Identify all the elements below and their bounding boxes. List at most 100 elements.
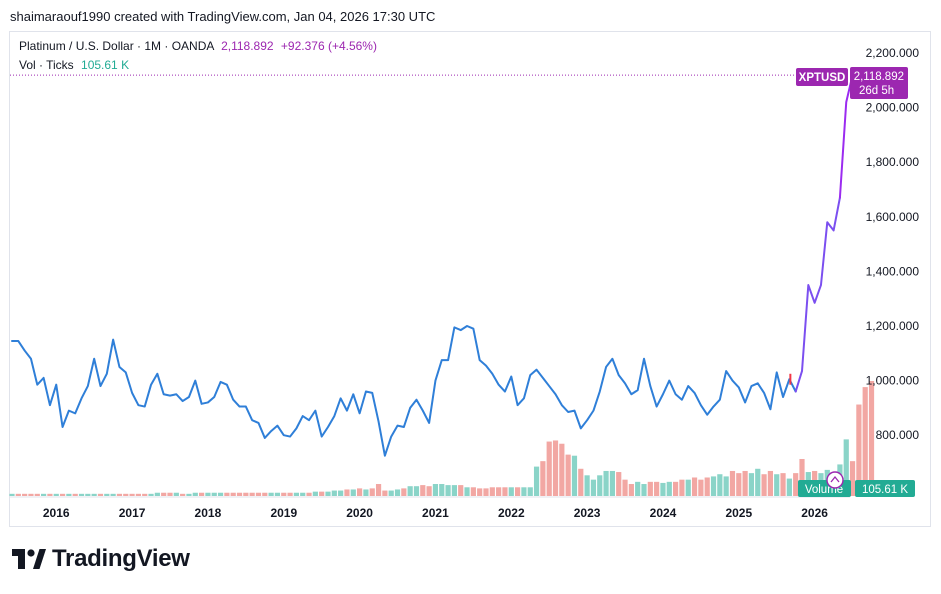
volume-bar [142, 493, 148, 496]
volume-bar [15, 493, 21, 496]
volume-bar [9, 493, 15, 496]
y-tick-label: 800.000 [876, 428, 920, 442]
volume-bar [123, 493, 129, 496]
volume-bar [180, 493, 186, 496]
volume-bar [849, 461, 856, 496]
y-tick-label: 1,800.000 [866, 155, 920, 169]
x-tick-label: 2018 [195, 506, 222, 520]
volume-bar [679, 479, 685, 496]
volume-bar [369, 488, 375, 496]
y-tick-label: 2,000.000 [866, 101, 920, 115]
volume-bar [287, 492, 293, 496]
volume-bar [357, 488, 363, 496]
volume-bar [262, 492, 268, 496]
chart-frame[interactable] [9, 31, 931, 527]
volume-bar [116, 493, 123, 496]
volume-bar [161, 492, 167, 496]
x-tick-label: 2021 [422, 506, 449, 520]
legend-symbol-row[interactable]: Platinum / U.S. Dollar · 1M · OANDA 2,11… [19, 39, 377, 53]
symbol-tag-label: XPTUSD [799, 72, 846, 84]
y-tick-label: 2,200.000 [866, 46, 920, 60]
volume-bar [654, 481, 660, 496]
volume-bar [41, 493, 47, 496]
volume-bar [502, 487, 508, 496]
volume-bar [793, 473, 799, 496]
volume-bar [565, 454, 571, 496]
volume-bar [129, 493, 135, 496]
price-line [11, 74, 854, 457]
tradingview-logo[interactable]: TradingView [12, 545, 190, 573]
volume-bar [268, 492, 274, 496]
volume-bar [533, 466, 540, 496]
volume-bar [780, 473, 786, 496]
price-line-segment [794, 196, 841, 393]
volume-bar [508, 487, 514, 496]
x-tick-label: 2017 [119, 506, 146, 520]
legend-change: +92.376 (+4.56%) [280, 39, 377, 53]
y-tick-label: 1,000.000 [866, 374, 920, 388]
x-tick-label: 2023 [574, 506, 601, 520]
volume-bar [635, 481, 641, 496]
volume-bar [135, 493, 141, 496]
volume-bar [755, 468, 761, 496]
volume-bar [325, 491, 331, 496]
volume-bar [483, 488, 489, 496]
volume-bar [186, 493, 192, 496]
volume-bar [521, 487, 527, 496]
chart-attribution: shaimaraouf1990 created with TradingView… [10, 9, 436, 24]
volume-bar [192, 492, 198, 496]
volume-bar [78, 493, 85, 496]
volume-bar [603, 470, 609, 496]
volume-bar [34, 493, 40, 496]
volume-bar [559, 443, 565, 496]
volume-bar [91, 493, 97, 496]
volume-value-tag[interactable]: 105.61 K [855, 480, 915, 497]
volume-bar [217, 492, 224, 496]
volume-bar [717, 474, 723, 496]
volume-bar [66, 493, 72, 496]
legend-volume-label: Vol · Ticks [19, 58, 74, 72]
volume-bar [312, 491, 318, 496]
volume-bar [432, 484, 439, 496]
volume-bar [230, 492, 236, 496]
volume-bar [622, 479, 628, 496]
volume-bar [609, 470, 615, 496]
volume-bar [350, 489, 356, 496]
volume-bar [59, 493, 66, 496]
x-tick-label: 2019 [270, 506, 297, 520]
volume-bar [723, 476, 729, 496]
volume-bar [489, 487, 495, 496]
legend-volume-value: 105.61 K [81, 58, 130, 72]
x-axis-labels: 2016 2017 2018 2019 2020 2021 2022 2023 2024 2025… [43, 506, 828, 520]
volume-bar [862, 387, 868, 496]
volume-bar [85, 493, 91, 496]
last-price-tag[interactable]: 2,118.892 26d 5h [850, 67, 908, 99]
volume-bar [799, 458, 805, 496]
x-tick-label: 2016 [43, 506, 70, 520]
volume-bar [47, 493, 53, 496]
volume-bar [761, 474, 767, 496]
volume-bar [439, 484, 445, 496]
volume-bar [729, 470, 736, 496]
volume-bar [300, 492, 306, 496]
volume-bar [388, 490, 394, 496]
volume-bar [281, 492, 287, 496]
volume-bar [28, 493, 34, 496]
volume-bar [590, 479, 597, 496]
volume-bar [540, 461, 546, 496]
symbol-tag[interactable]: XPTUSD [796, 68, 848, 86]
volume-bar [774, 474, 780, 496]
events-marker-icon[interactable] [826, 471, 844, 489]
volume-bar [767, 470, 773, 496]
volume-bar [199, 492, 205, 496]
volume-bar [477, 488, 483, 496]
volume-bar [458, 485, 464, 496]
legend-symbol: Platinum / U.S. Dollar · 1M · OANDA [19, 39, 214, 53]
legend-volume-row[interactable]: Vol · Ticks 105.61 K [19, 58, 129, 72]
volume-bar [274, 492, 281, 496]
x-tick-label: 2020 [346, 506, 373, 520]
volume-bar [363, 489, 369, 496]
volume-bar [660, 482, 666, 496]
volume-bar [527, 487, 533, 496]
